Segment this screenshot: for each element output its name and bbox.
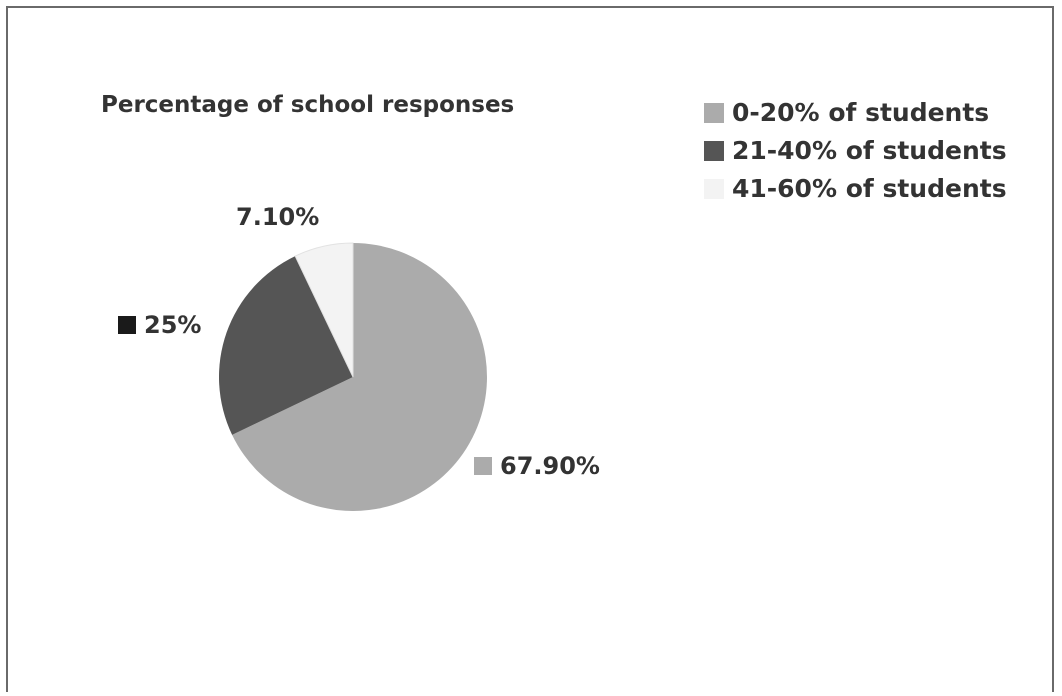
data-label-21-40: 25% (118, 311, 201, 339)
chart-frame (6, 6, 1054, 692)
chart-legend: 0-20% of students 21-40% of students 41-… (704, 94, 1007, 208)
pie-slices (218, 242, 487, 512)
data-label-text-0-20: 67.90% (500, 452, 600, 480)
data-label-text-21-40: 25% (144, 311, 202, 339)
legend-label-41-60: 41-60% of students (732, 174, 1007, 203)
data-label-swatch-0-20 (474, 457, 492, 475)
legend-item-0-20: 0-20% of students (704, 94, 1007, 132)
pie-slice-41-60 (294, 242, 354, 378)
data-label-text-41-60: 7.10% (236, 203, 320, 231)
legend-item-41-60: 41-60% of students (704, 170, 1007, 208)
legend-swatch-21-40 (704, 141, 724, 161)
legend-label-0-20: 0-20% of students (732, 98, 990, 127)
legend-label-21-40: 21-40% of students (732, 136, 1007, 165)
data-label-swatch-21-40 (118, 316, 136, 334)
legend-item-21-40: 21-40% of students (704, 132, 1007, 170)
data-label-41-60: 7.10% (236, 203, 319, 231)
legend-swatch-0-20 (704, 103, 724, 123)
chart-title: Percentage of school responses (101, 92, 515, 118)
pie-slice-0-20 (232, 243, 487, 512)
data-label-0-20: 67.90% (474, 452, 600, 480)
pie-slice-21-40 (218, 256, 353, 435)
legend-swatch-41-60 (704, 179, 724, 199)
